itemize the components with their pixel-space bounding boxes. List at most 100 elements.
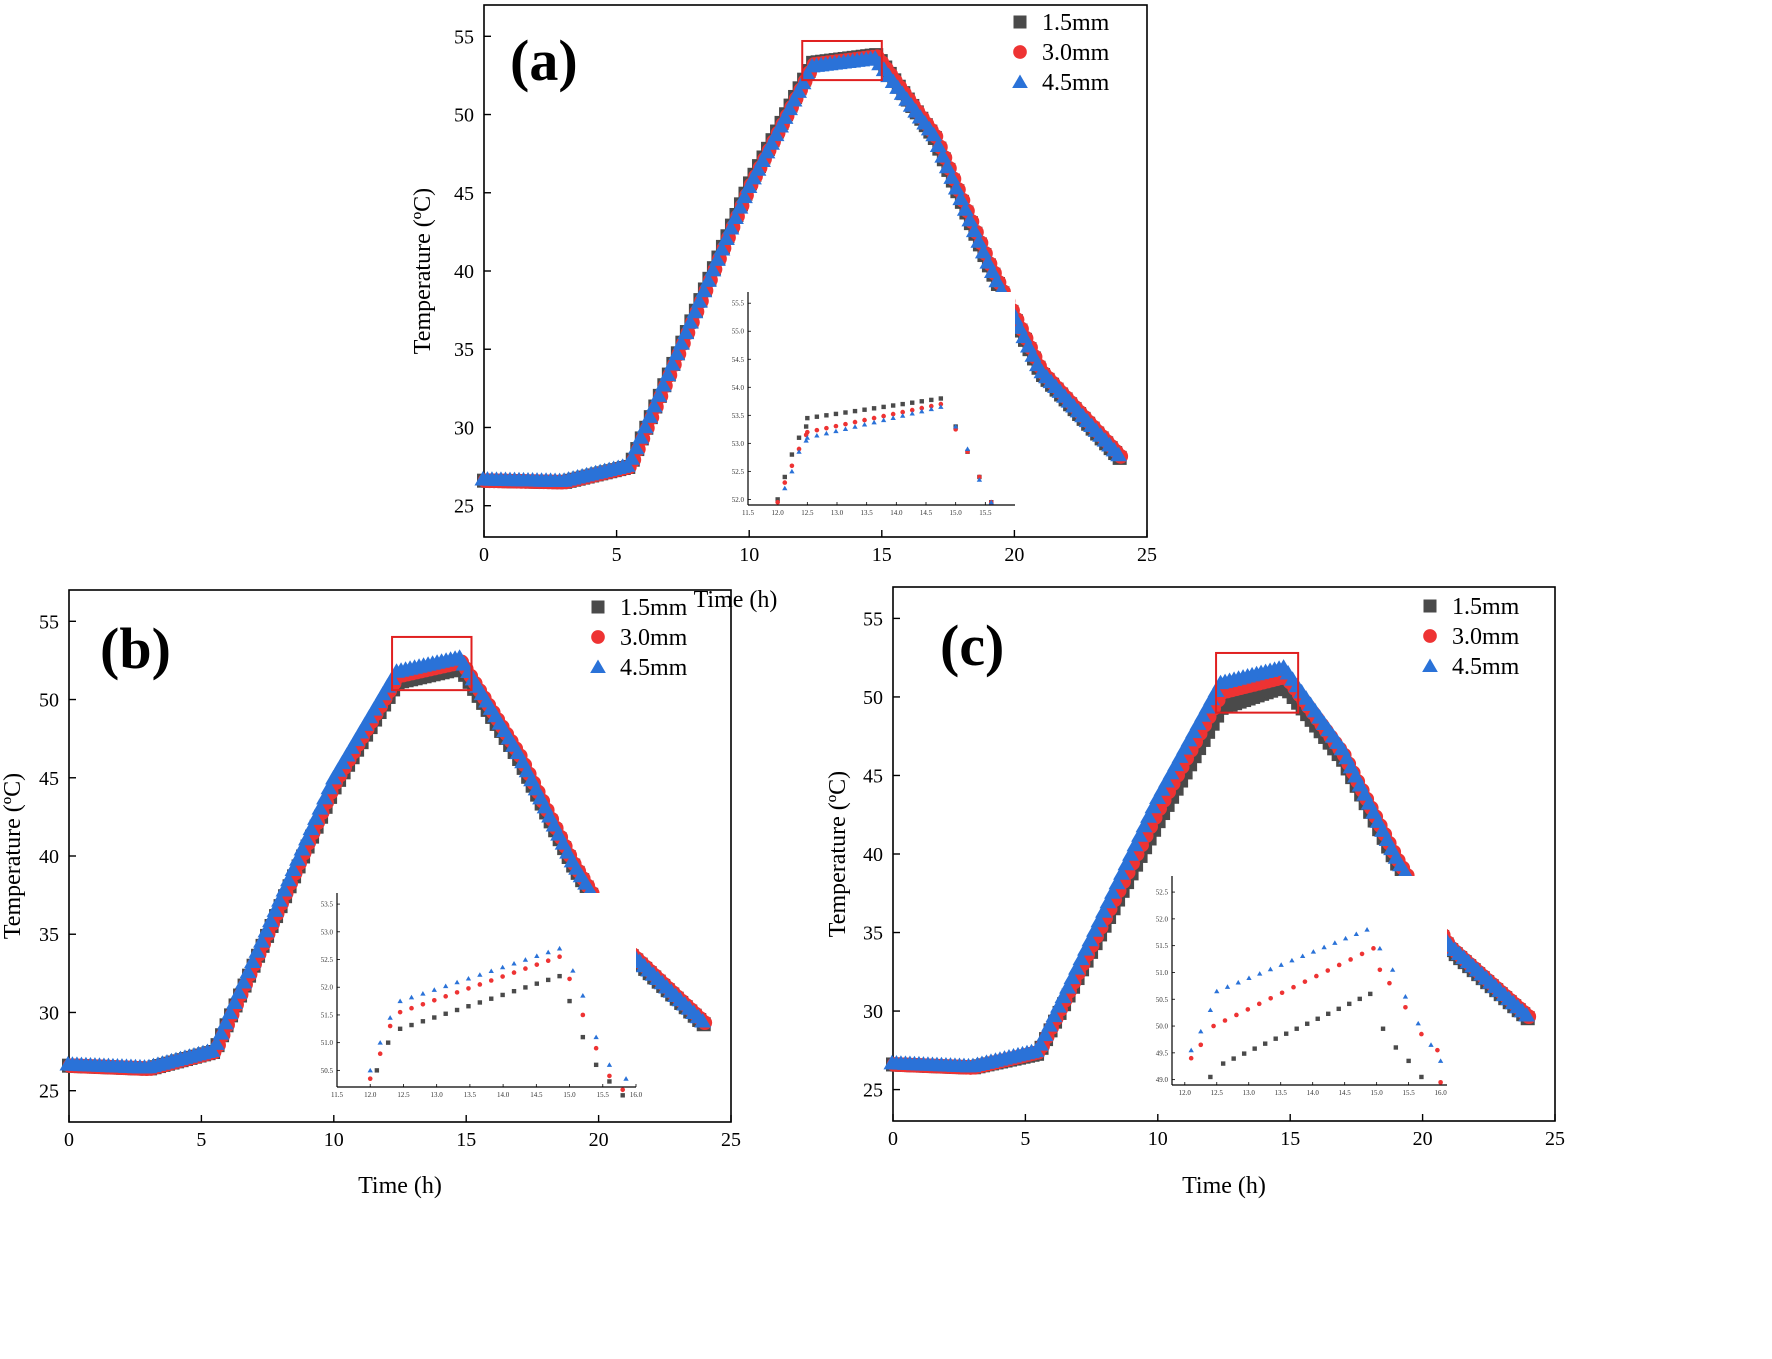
inset-point — [1435, 1047, 1440, 1053]
inset-point — [454, 1007, 460, 1013]
inset-point — [1419, 1074, 1424, 1080]
data-point — [636, 418, 654, 434]
inset-x-tick-label: 13.0 — [431, 1091, 444, 1099]
data-point — [717, 230, 735, 245]
data-point — [325, 769, 342, 785]
data-point — [1059, 979, 1076, 994]
data-point — [794, 74, 812, 90]
data-point — [289, 851, 306, 866]
data-point — [1110, 446, 1128, 462]
inset-point — [805, 415, 810, 421]
inset-x-tick-label: 15.0 — [1371, 1089, 1384, 1097]
y-tick-label: 35 — [39, 924, 59, 946]
data-point — [1189, 715, 1207, 730]
x-tick-label: 20 — [1004, 544, 1024, 566]
inset-point — [1371, 946, 1376, 951]
inset-background — [1172, 876, 1447, 1085]
inset-point — [454, 979, 460, 985]
inset-point — [900, 401, 905, 407]
inset-point — [1268, 995, 1273, 1001]
y-axis-title: Temperature (ºC) — [825, 771, 851, 937]
inset-y-tick-label: 54.5 — [732, 356, 745, 364]
data-point — [672, 335, 690, 350]
inset-point — [409, 1022, 414, 1028]
inset-point — [928, 406, 934, 412]
inset-y-tick-label: 50.5 — [321, 1067, 334, 1075]
zoom-box — [1215, 651, 1300, 714]
inset-point — [796, 449, 802, 454]
x-tick-label: 10 — [739, 544, 759, 566]
inset-point — [871, 415, 877, 421]
inset-point — [466, 986, 471, 991]
data-point — [329, 762, 347, 777]
inset-y-tick-label: 52.0 — [321, 984, 334, 992]
inset-point — [409, 1005, 414, 1011]
inset-point — [852, 419, 858, 425]
inset-point — [477, 972, 483, 977]
x-tick-label: 5 — [1020, 1128, 1030, 1150]
data-point — [365, 701, 383, 716]
data-point — [1036, 1026, 1054, 1042]
data-point — [1135, 817, 1153, 833]
inset-point — [545, 958, 551, 964]
inset-point — [1336, 962, 1342, 968]
inset-y-tick-label: 52.0 — [732, 496, 745, 504]
inset-point — [570, 968, 576, 973]
x-tick-label: 5 — [196, 1129, 206, 1151]
y-tick-label: 50 — [39, 690, 59, 712]
inset-point — [1291, 984, 1296, 990]
inset-point — [387, 1023, 393, 1029]
inset-point — [1284, 1031, 1289, 1036]
y-tick-label: 40 — [863, 844, 883, 866]
inset-point — [1302, 979, 1308, 984]
inset-x-tick-label: 13.0 — [1243, 1089, 1256, 1097]
inset-point — [567, 976, 572, 982]
inset-y-tick-label: 53.5 — [321, 901, 334, 909]
inset-point — [782, 474, 787, 480]
inset-point — [1222, 1018, 1228, 1023]
inset-point — [1246, 975, 1252, 981]
inset-point — [789, 468, 795, 474]
data-point — [1095, 903, 1112, 918]
data-point — [1518, 1006, 1536, 1022]
data-point — [307, 810, 324, 825]
panel-0: 0 5 10 15 20 25 25 30 35 40 45 50 55 Time (h) Temperat… — [410, 4, 1157, 613]
data-point — [338, 746, 356, 762]
inset-point — [782, 485, 788, 491]
inset-point — [1257, 971, 1263, 976]
inset-point — [833, 423, 839, 429]
data-point — [293, 841, 311, 856]
y-tick-label: 45 — [454, 183, 474, 205]
y-tick-label: 25 — [454, 496, 474, 518]
inset-point — [814, 427, 820, 433]
inset-point — [465, 975, 472, 981]
inset-point — [842, 426, 849, 431]
data-point — [929, 137, 947, 152]
inset-point — [964, 446, 971, 451]
inset-point — [814, 414, 820, 419]
data-point — [754, 152, 771, 168]
inset-point — [523, 985, 528, 990]
inset-point — [1198, 1042, 1204, 1048]
inset-y-tick-label: 49.0 — [1156, 1076, 1169, 1084]
inset-point — [522, 957, 529, 962]
inset-point — [909, 410, 915, 416]
data-point — [1063, 969, 1081, 985]
inset-point — [909, 407, 915, 413]
inset-y-tick-label: 53.5 — [732, 412, 745, 420]
y-tick-label: 25 — [39, 1081, 59, 1103]
inset-point — [871, 419, 877, 425]
series-4.5mm — [883, 659, 1536, 1073]
inset-point — [1278, 962, 1284, 967]
inset-point — [1326, 1011, 1331, 1017]
inset-point — [557, 973, 562, 979]
inset-y-tick-label: 52.0 — [1156, 915, 1169, 923]
inset-point — [775, 499, 780, 505]
inset-background — [748, 292, 1015, 505]
inset-point — [534, 953, 540, 958]
inset-y-tick-label: 52.5 — [732, 468, 745, 476]
inset-point — [1438, 1080, 1443, 1085]
data-point — [217, 1014, 234, 1030]
inset-point — [607, 1073, 612, 1079]
inset-x-tick-label: 13.5 — [861, 509, 874, 517]
